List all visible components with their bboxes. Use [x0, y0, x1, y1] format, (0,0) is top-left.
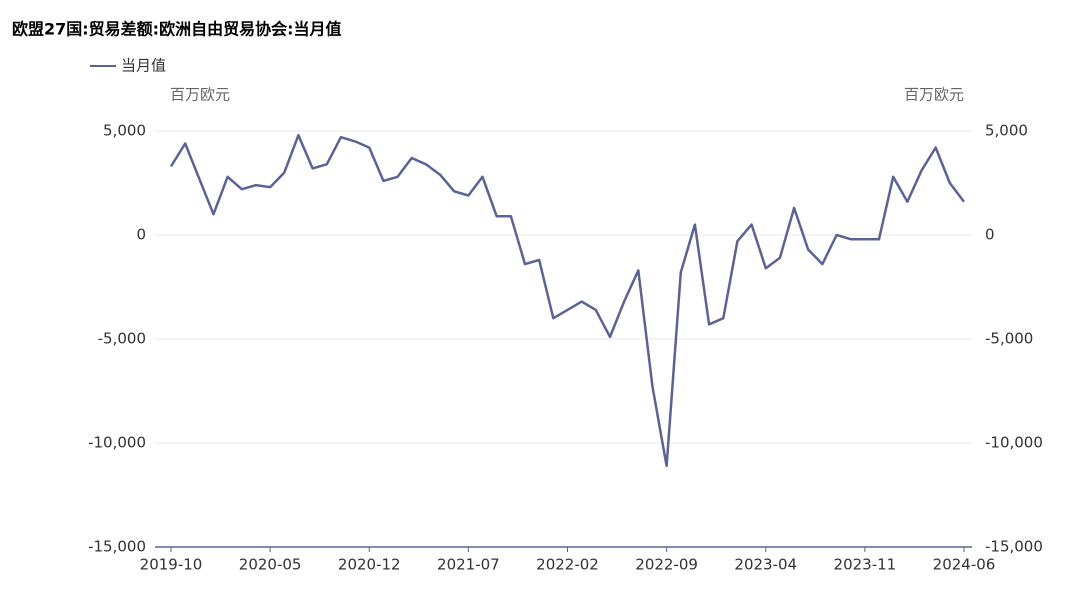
series-line	[169, 133, 965, 468]
y-tick-label: -10,000	[88, 434, 146, 452]
y-tick-label: 5,000	[103, 122, 146, 140]
y2-tick-label: -10,000	[985, 434, 1043, 452]
x-tick-label: 2022-02	[536, 556, 599, 574]
chart-title: 欧盟27国:贸易差额:欧洲自由贸易协会:当月值	[12, 20, 341, 39]
y-tick-label: 0	[136, 226, 146, 244]
x-tick-label: 2020-05	[239, 556, 302, 574]
x-tick-label: 2023-11	[834, 556, 897, 574]
y-tick-label: -15,000	[88, 538, 146, 556]
y-tick-label: -5,000	[98, 330, 146, 348]
y2-tick-label: 5,000	[985, 122, 1028, 140]
legend-label: 当月值	[121, 57, 166, 75]
x-tick-label: 2021-07	[437, 556, 500, 574]
y2-tick-label: -5,000	[985, 330, 1033, 348]
y2-tick-label: 0	[985, 226, 995, 244]
x-tick-label: 2024-06	[933, 556, 996, 574]
y2-axis-label: 百万欧元	[904, 86, 964, 104]
x-tick-label: 2020-12	[338, 556, 401, 574]
x-tick-label: 2022-09	[635, 556, 698, 574]
x-tick-label: 2019-10	[140, 556, 203, 574]
y-axis-label: 百万欧元	[170, 86, 230, 104]
x-tick-label: 2023-04	[734, 556, 797, 574]
y2-tick-label: -15,000	[985, 538, 1043, 556]
